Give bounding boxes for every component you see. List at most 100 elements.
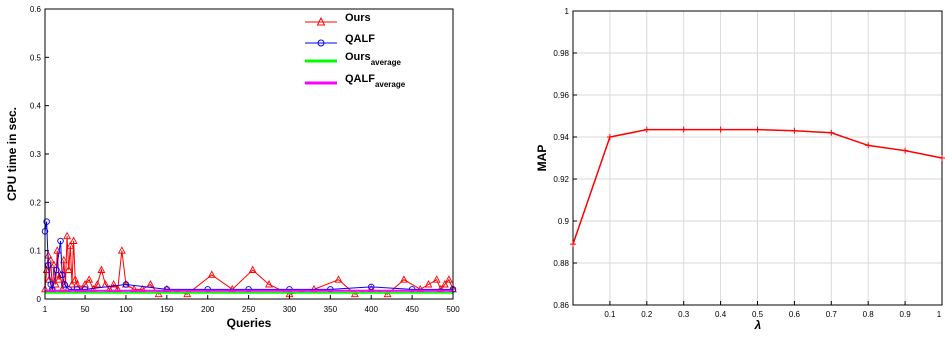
x-tick-label: 250 xyxy=(242,305,256,314)
x-tick-label: 0.7 xyxy=(826,310,838,319)
x-tick-label: 350 xyxy=(324,305,338,314)
y-tick-label: 0 xyxy=(37,295,42,304)
map-point-marker xyxy=(828,129,835,136)
ours-point xyxy=(63,231,72,240)
qalf-point xyxy=(122,281,130,288)
ours-point xyxy=(93,280,102,288)
x-tick-label: 0.5 xyxy=(752,310,764,319)
series-line-qalf xyxy=(44,221,453,292)
ours-point xyxy=(54,275,63,283)
ours-point xyxy=(265,280,273,288)
y-axis-title: CPU time in sec. xyxy=(5,107,19,201)
legend-label: Ours xyxy=(345,12,371,24)
x-tick-label: 200 xyxy=(201,305,215,314)
legend-label: QALF xyxy=(345,33,375,45)
ours-point xyxy=(424,280,433,288)
ours-point xyxy=(66,241,75,249)
ours-point xyxy=(46,255,55,264)
map-point-marker xyxy=(570,241,576,248)
cpu-time-chart: 00.10.20.30.40.50.61 50 100 150 200 250 300 350… xyxy=(5,5,460,330)
x-tick-label: 0.1 xyxy=(604,310,616,319)
qalf-point xyxy=(61,281,68,288)
x-tick-label: 400 xyxy=(365,305,379,314)
ours-point xyxy=(440,280,449,288)
x-tick-label: 150 xyxy=(160,305,174,314)
y-tick-label: 0.96 xyxy=(553,91,569,100)
ours-point xyxy=(117,246,126,254)
x-tick-label: 1 xyxy=(43,305,48,314)
ours-point xyxy=(399,275,408,283)
ours-point xyxy=(69,236,78,244)
ours-point xyxy=(50,260,58,269)
ours-point xyxy=(81,280,90,288)
y-tick-label: 0.4 xyxy=(30,102,42,111)
y-axis-title: MAP xyxy=(535,145,549,172)
qalf-point xyxy=(53,266,60,274)
x-tick-label: 300 xyxy=(283,305,297,314)
y-tick-label: 0.88 xyxy=(553,259,569,268)
map-point-marker xyxy=(754,126,761,133)
y-tick-label: 0.9 xyxy=(558,217,570,226)
x-tick-label: 0.6 xyxy=(789,310,801,319)
y-tick-label: 0.6 xyxy=(30,5,42,14)
map-point-marker xyxy=(643,126,650,133)
y-tick-label: 0.5 xyxy=(30,53,42,62)
plot-frame xyxy=(44,8,454,300)
legend-triangle-marker xyxy=(316,16,326,26)
y-tick-label: 0.86 xyxy=(553,301,569,310)
ours-point xyxy=(97,265,106,273)
ours-point xyxy=(71,275,80,283)
ours-point xyxy=(51,280,60,288)
map-point-marker xyxy=(606,134,613,140)
ours-point xyxy=(248,265,257,273)
qalf-point xyxy=(58,271,66,279)
ours-point xyxy=(72,280,81,288)
ours-point xyxy=(444,275,453,283)
legend-label-subscript: average xyxy=(375,80,406,89)
qalf-point xyxy=(367,283,375,291)
x-axis-title: Queries xyxy=(227,316,272,330)
x-tick-label: 450 xyxy=(405,305,419,314)
x-tick-label: 1 xyxy=(937,310,942,319)
y-tick-label: 0.2 xyxy=(30,198,42,207)
x-tick-label: 100 xyxy=(119,305,133,314)
legend-circle-marker xyxy=(317,39,325,47)
ours-point xyxy=(64,265,73,273)
y-tick-label: 0.92 xyxy=(553,175,569,184)
x-tick-label: 0.2 xyxy=(641,310,653,319)
series-line-ours xyxy=(44,236,454,295)
x-tick-label: 500 xyxy=(446,305,460,314)
ours-point xyxy=(432,275,441,283)
legend-label: QALFaverage xyxy=(345,73,406,89)
ours-point xyxy=(109,280,118,288)
map-point-marker xyxy=(791,127,798,134)
qalf-point xyxy=(43,218,50,225)
y-tick-label: 1 xyxy=(565,7,570,16)
x-tick-label: 0.3 xyxy=(678,310,690,319)
x-axis-title: λ xyxy=(754,318,762,332)
map-point-marker xyxy=(902,147,909,154)
y-tick-label: 0.98 xyxy=(553,49,569,58)
map-point-marker xyxy=(680,126,687,133)
ours-point xyxy=(207,270,216,278)
x-tick-label: 50 xyxy=(81,305,90,314)
map-point-marker xyxy=(939,155,945,161)
legend-label: Oursaverage xyxy=(345,51,401,67)
x-tick-label: 0.4 xyxy=(715,310,727,319)
ours-point xyxy=(85,275,94,283)
ours-point xyxy=(334,275,343,283)
map-point-marker xyxy=(717,126,724,133)
y-tick-label: 0.3 xyxy=(30,150,42,159)
ours-point xyxy=(68,280,76,288)
map-lambda-chart: 0.86 0.88 0.9 0.92 0.94 0.96 0.98 1 0.1 0.2 0.3 0.4… xyxy=(535,7,945,332)
ours-point xyxy=(59,255,68,264)
map-point-marker xyxy=(865,142,872,149)
qalf-point xyxy=(57,237,64,245)
y-tick-label: 0.1 xyxy=(30,247,42,256)
y-tick-label: 0.94 xyxy=(553,133,569,142)
x-tick-label: 0.8 xyxy=(863,310,875,319)
legend-label-subscript: average xyxy=(371,58,402,67)
x-tick-label: 0.9 xyxy=(900,310,912,319)
